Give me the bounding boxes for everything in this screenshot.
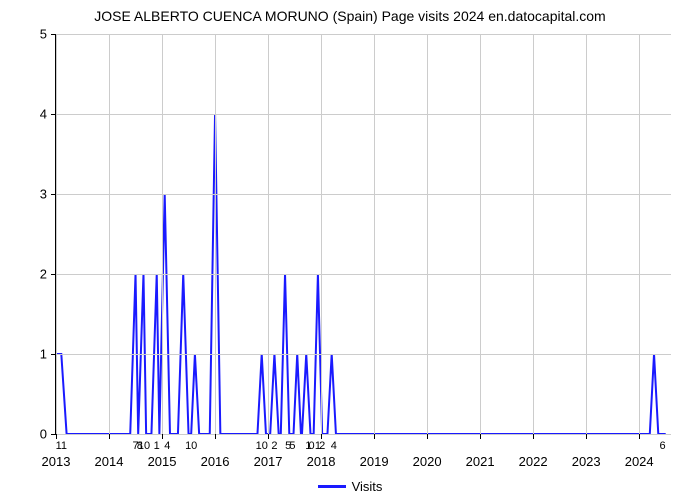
axis-value-label: 6	[659, 440, 665, 452]
x-tick-mark	[268, 434, 269, 439]
x-tick-label: 2020	[413, 454, 442, 469]
x-tick-label: 2017	[254, 454, 283, 469]
x-grid-line	[109, 34, 110, 434]
axis-value-label: 5	[289, 440, 295, 452]
x-grid-line	[374, 34, 375, 434]
x-tick-label: 2014	[95, 454, 124, 469]
axis-value-label: 10	[185, 440, 197, 452]
x-tick-mark	[215, 434, 216, 439]
axis-value-label: 10	[138, 440, 150, 452]
axis-value-label: 10	[256, 440, 268, 452]
x-tick-mark	[374, 434, 375, 439]
x-tick-mark	[480, 434, 481, 439]
x-tick-label: 2015	[148, 454, 177, 469]
legend-swatch	[318, 485, 346, 488]
x-grid-line	[586, 34, 587, 434]
y-tick-label: 4	[0, 107, 47, 122]
axis-value-label: 0	[308, 440, 314, 452]
x-grid-line	[427, 34, 428, 434]
axis-value-label: 1	[154, 440, 160, 452]
y-tick-label: 2	[0, 267, 47, 282]
y-tick-label: 1	[0, 347, 47, 362]
axis-value-label: 2	[271, 440, 277, 452]
legend-label: Visits	[352, 479, 383, 494]
y-grid-line	[56, 354, 671, 355]
x-grid-line	[268, 34, 269, 434]
x-tick-label: 2024	[625, 454, 654, 469]
legend: Visits	[0, 478, 700, 494]
x-tick-mark	[533, 434, 534, 439]
axis-value-label: 2	[319, 440, 325, 452]
x-grid-line	[533, 34, 534, 434]
x-tick-label: 2019	[360, 454, 389, 469]
y-tick-label: 0	[0, 427, 47, 442]
x-tick-mark	[162, 434, 163, 439]
y-tick-label: 3	[0, 187, 47, 202]
x-grid-line	[215, 34, 216, 434]
x-tick-label: 2021	[466, 454, 495, 469]
chart-container: JOSE ALBERTO CUENCA MORUNO (Spain) Page …	[0, 0, 700, 500]
axis-value-label: 1	[61, 440, 67, 452]
x-tick-mark	[639, 434, 640, 439]
x-tick-label: 2016	[201, 454, 230, 469]
x-tick-label: 2018	[307, 454, 336, 469]
x-grid-line	[162, 34, 163, 434]
x-grid-line	[639, 34, 640, 434]
line-layer	[56, 34, 671, 434]
x-tick-mark	[109, 434, 110, 439]
axis-value-label: 4	[331, 440, 337, 452]
y-tick-label: 5	[0, 27, 47, 42]
chart-title: JOSE ALBERTO CUENCA MORUNO (Spain) Page …	[0, 8, 700, 24]
x-tick-label: 2022	[519, 454, 548, 469]
y-grid-line	[56, 114, 671, 115]
x-grid-line	[56, 34, 57, 434]
x-tick-mark	[56, 434, 57, 439]
x-tick-mark	[427, 434, 428, 439]
x-tick-label: 2023	[572, 454, 601, 469]
y-grid-line	[56, 34, 671, 35]
y-grid-line	[56, 194, 671, 195]
x-grid-line	[480, 34, 481, 434]
axis-value-label: 4	[164, 440, 170, 452]
x-tick-mark	[586, 434, 587, 439]
y-grid-line	[56, 434, 671, 435]
x-tick-mark	[321, 434, 322, 439]
y-grid-line	[56, 274, 671, 275]
x-tick-label: 2013	[42, 454, 71, 469]
x-grid-line	[321, 34, 322, 434]
plot-area: 2013201420152016201720182019202020212022…	[55, 34, 671, 435]
